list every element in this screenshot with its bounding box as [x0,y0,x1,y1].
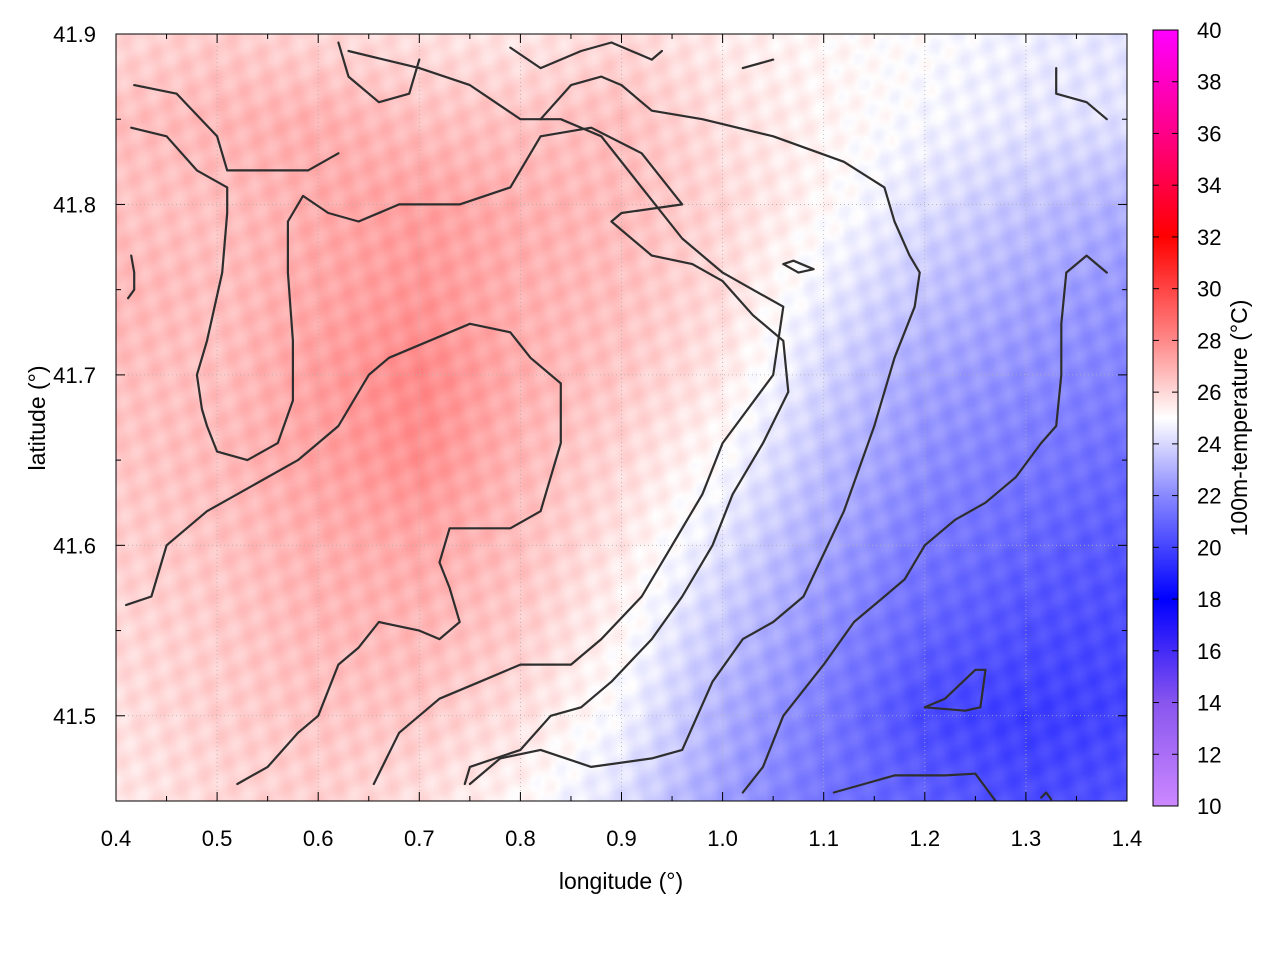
x-axis-title: longitude (°) [559,868,683,894]
contour-line [133,83,340,172]
colorbar-labels: 10 12 14 16 18 20 22 24 26 28 30 32 34 36 38 40 [1197,18,1221,819]
colorbar-label: 14 [1197,691,1221,716]
x-tick-label: 0.9 [606,826,637,851]
colorbar-label: 24 [1197,432,1221,457]
contour-line [1055,66,1108,121]
colorbar-label: 28 [1197,328,1221,353]
x-tick-label: 0.5 [202,826,233,851]
colorbar-label: 10 [1197,794,1221,819]
contour-line [782,259,815,274]
colorbar-label: 30 [1197,277,1221,302]
contour-line [468,75,921,786]
colorbar-label: 32 [1197,225,1221,250]
colorbar-label: 36 [1197,121,1221,146]
contour-line [832,772,997,801]
contour-line [124,322,562,786]
colorbar [1152,29,1179,807]
contour-line [337,41,421,104]
colorbar-label: 20 [1197,535,1221,560]
x-tick-label: 0.7 [404,826,435,851]
y-tick-label: 41.6 [53,533,96,558]
y-tick-labels: 41.5 41.6 41.7 41.8 41.9 [53,22,96,729]
y-tick-label: 41.8 [53,192,96,217]
x-tick-label: 1.2 [910,826,941,851]
x-tick-label: 0.4 [101,826,132,851]
colorbar-label: 12 [1197,742,1221,767]
x-tick-labels: 0.4 0.5 0.6 0.7 0.8 0.9 1.0 1.1 1.2 1.3 1.4 [101,826,1143,851]
y-tick-label: 41.5 [53,704,96,729]
y-tick-label: 41.9 [53,22,96,47]
contour-line [130,126,790,786]
x-tick-label: 1.3 [1011,826,1042,851]
x-tick-label: 1.1 [808,826,839,851]
colorbar-label: 38 [1197,70,1221,95]
colorbar-label: 26 [1197,380,1221,405]
contour-line [741,254,1108,794]
contour-line [509,41,664,70]
contour-line [127,254,136,300]
x-tick-label: 0.8 [505,826,536,851]
colorbar-label: 22 [1197,484,1221,509]
y-axis-title: latitude (°) [24,365,50,470]
colorbar-label: 16 [1197,639,1221,664]
x-tick-label: 1.4 [1112,826,1143,851]
colorbar-label: 34 [1197,173,1221,198]
tick-layer [115,33,1128,801]
contour-line [347,49,785,786]
x-tick-label: 0.6 [303,826,334,851]
colorbar-ticks [1153,29,1178,807]
contour-line [1039,791,1053,801]
colorbar-label: 18 [1197,587,1221,612]
grid-layer [116,34,1127,801]
heatmap-image [116,34,1127,801]
contour-line [923,668,987,712]
colorbar-label: 40 [1197,18,1221,43]
x-tick-label: 1.0 [707,826,738,851]
colorbar-title: 100m-temperature (°C) [1226,300,1252,537]
heatmap-layer [116,34,1127,801]
contour-layer [124,41,1108,801]
contour-line [741,58,775,70]
y-tick-label: 41.7 [53,363,96,388]
